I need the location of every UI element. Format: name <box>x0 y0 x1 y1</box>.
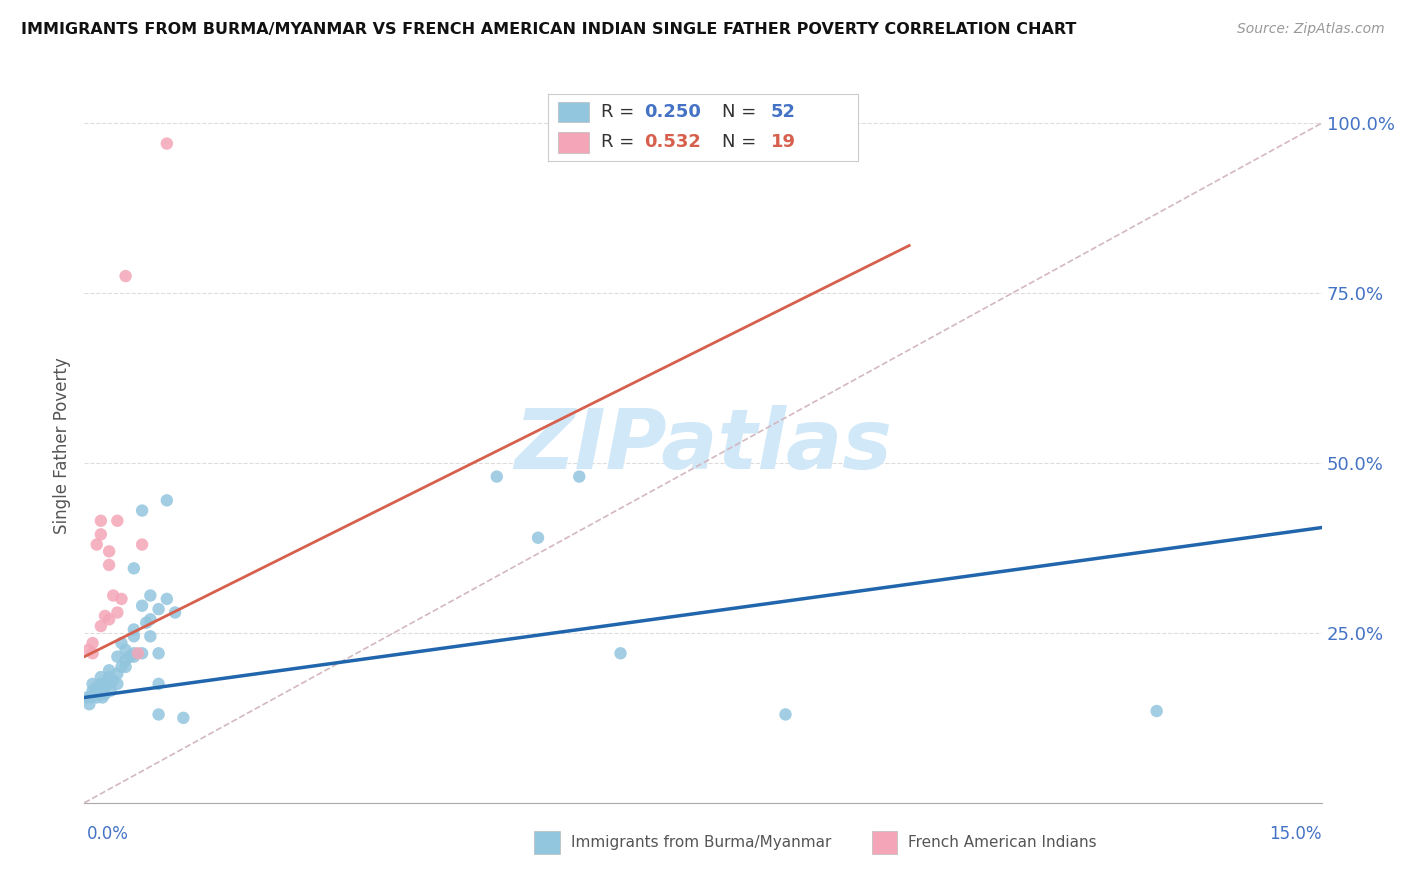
Point <box>122 649 145 664</box>
Point <box>1146 704 1168 718</box>
Text: ZIPatlas: ZIPatlas <box>515 406 891 486</box>
Point <box>148 602 170 616</box>
Point <box>90 619 112 633</box>
Point <box>148 677 170 691</box>
FancyBboxPatch shape <box>558 102 589 121</box>
Y-axis label: Single Father Poverty: Single Father Poverty <box>53 358 72 534</box>
Point <box>82 646 104 660</box>
Text: R =: R = <box>600 103 640 120</box>
Point <box>94 687 117 701</box>
Point <box>86 680 108 694</box>
Point <box>110 660 132 674</box>
Point <box>98 677 121 691</box>
Point <box>77 643 100 657</box>
Point <box>90 677 112 691</box>
Point <box>156 136 179 151</box>
Text: R =: R = <box>600 134 640 152</box>
Point <box>156 493 179 508</box>
Point <box>80 690 103 705</box>
FancyBboxPatch shape <box>558 132 589 153</box>
Text: IMMIGRANTS FROM BURMA/MYANMAR VS FRENCH AMERICAN INDIAN SINGLE FATHER POVERTY CO: IMMIGRANTS FROM BURMA/MYANMAR VS FRENCH … <box>21 22 1077 37</box>
Point <box>131 503 153 517</box>
Point <box>82 677 104 691</box>
Text: Source: ZipAtlas.com: Source: ZipAtlas.com <box>1237 22 1385 37</box>
Point <box>156 591 179 606</box>
Text: Immigrants from Burma/Myanmar: Immigrants from Burma/Myanmar <box>571 836 831 850</box>
Text: 52: 52 <box>770 103 796 120</box>
Point <box>148 646 170 660</box>
Text: 0.532: 0.532 <box>644 134 702 152</box>
Point <box>105 677 128 691</box>
Point <box>114 643 136 657</box>
Point <box>98 663 121 677</box>
Point <box>775 707 797 722</box>
Point <box>114 660 136 674</box>
Point <box>103 673 125 688</box>
Text: N =: N = <box>721 103 762 120</box>
Point <box>86 537 108 551</box>
Point <box>131 537 153 551</box>
Point <box>105 606 128 620</box>
Point <box>139 612 162 626</box>
Point <box>82 683 104 698</box>
Point <box>122 623 145 637</box>
Point <box>114 269 136 284</box>
Point <box>118 649 141 664</box>
Point <box>98 612 121 626</box>
Point <box>94 677 117 691</box>
Point <box>114 653 136 667</box>
Point <box>122 629 145 643</box>
Text: French American Indians: French American Indians <box>908 836 1097 850</box>
Point <box>568 469 591 483</box>
Point <box>98 558 121 572</box>
Point <box>165 606 187 620</box>
Point <box>103 589 125 603</box>
Point <box>90 670 112 684</box>
Point <box>83 687 105 701</box>
Point <box>105 666 128 681</box>
Point <box>127 646 149 660</box>
Point <box>90 683 112 698</box>
Point <box>148 707 170 722</box>
Point <box>91 690 114 705</box>
Point <box>485 469 508 483</box>
Point <box>79 698 101 712</box>
Point <box>122 561 145 575</box>
Point <box>609 646 631 660</box>
Point <box>131 599 153 613</box>
Point <box>139 589 162 603</box>
Point <box>110 591 132 606</box>
Point <box>122 646 145 660</box>
Point <box>100 683 122 698</box>
Point <box>131 646 153 660</box>
Text: 19: 19 <box>770 134 796 152</box>
Text: N =: N = <box>721 134 762 152</box>
Point <box>90 527 112 541</box>
Point <box>98 670 121 684</box>
Text: 15.0%: 15.0% <box>1270 825 1322 843</box>
Point <box>86 690 108 705</box>
Point <box>527 531 550 545</box>
Point <box>135 615 157 630</box>
Point <box>98 544 121 558</box>
Text: 0.250: 0.250 <box>644 103 702 120</box>
Point <box>139 629 162 643</box>
Point <box>172 711 194 725</box>
Point <box>110 636 132 650</box>
Point <box>105 649 128 664</box>
Point <box>94 608 117 623</box>
Point <box>90 514 112 528</box>
Point <box>76 690 98 705</box>
Point <box>82 636 104 650</box>
Point <box>105 514 128 528</box>
Text: 0.0%: 0.0% <box>87 825 129 843</box>
